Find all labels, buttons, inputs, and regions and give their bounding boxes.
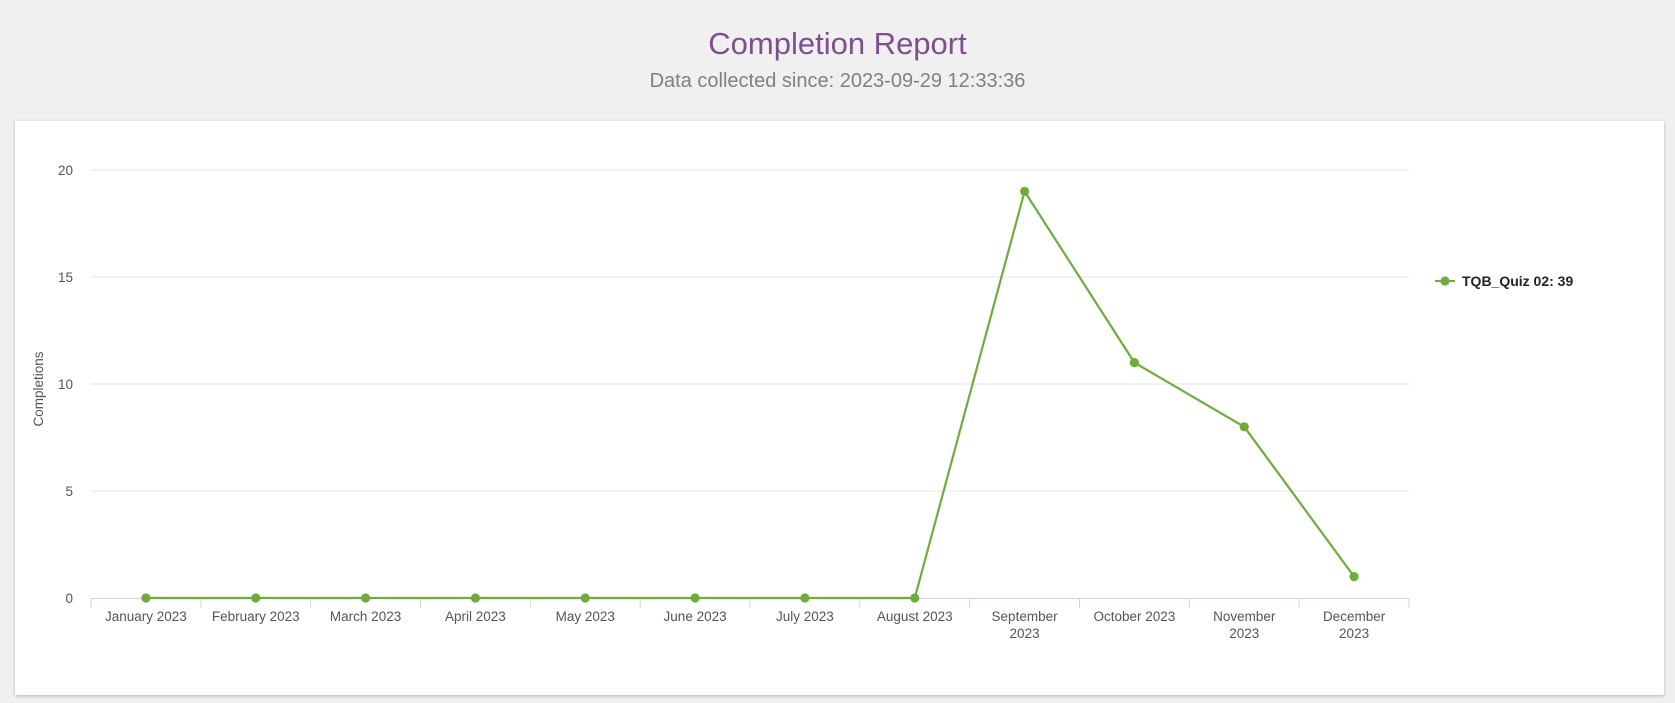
data-point[interactable] bbox=[360, 593, 371, 603]
x-tick-label: June 2023 bbox=[664, 609, 727, 624]
x-tick-label-line: February 2023 bbox=[212, 609, 300, 624]
x-tick-label: October 2023 bbox=[1094, 609, 1176, 624]
x-tick-label-line: January 2023 bbox=[105, 609, 187, 624]
legend[interactable]: TQB_Quiz 02: 39 bbox=[1435, 273, 1573, 289]
y-axis: 0 5 10 15 20 bbox=[58, 163, 73, 606]
completions-line-chart: 0 5 10 15 20 January 2023 February 2023 March … bbox=[31, 163, 1573, 641]
data-point[interactable] bbox=[251, 593, 261, 603]
x-tick-label-line: 2023 bbox=[1339, 626, 1369, 641]
x-tick-label: December 2023 bbox=[1323, 609, 1386, 641]
page-title: Completion Report bbox=[708, 26, 967, 61]
y-axis-title: Completions bbox=[31, 351, 46, 426]
x-tick-label: July 2023 bbox=[776, 609, 834, 624]
data-point[interactable] bbox=[141, 593, 151, 603]
x-tick-label-line: December bbox=[1323, 609, 1386, 624]
series-layer bbox=[141, 186, 1359, 603]
chart-card: 0 5 10 15 20 January 2023 February 2023 March … bbox=[15, 121, 1664, 695]
grid-lines bbox=[91, 169, 1409, 492]
x-tick-label-line: 2023 bbox=[1010, 626, 1040, 641]
y-tick-label: 15 bbox=[58, 270, 73, 285]
x-tick-label-line: July 2023 bbox=[776, 609, 834, 624]
data-point[interactable] bbox=[470, 593, 481, 603]
x-axis: January 2023 February 2023 March 2023 April… bbox=[90, 598, 1410, 641]
y-tick-label: 10 bbox=[58, 377, 73, 392]
x-tick-label: March 2023 bbox=[330, 609, 401, 624]
y-tick-label: 5 bbox=[65, 484, 73, 499]
report-header: Completion Report Data collected since: … bbox=[0, 0, 1675, 120]
data-point[interactable] bbox=[800, 593, 810, 603]
x-tick-label-line: August 2023 bbox=[877, 609, 953, 624]
x-tick-label: November 2023 bbox=[1213, 609, 1276, 641]
series-line bbox=[145, 190, 1355, 600]
legend-marker bbox=[1440, 276, 1450, 286]
x-tick-label-line: 2023 bbox=[1229, 626, 1259, 641]
data-point[interactable] bbox=[910, 593, 920, 603]
y-axis-label: Completions bbox=[31, 351, 46, 426]
data-point[interactable] bbox=[690, 593, 700, 603]
x-tick-label-line: October 2023 bbox=[1094, 609, 1176, 624]
x-tick-label-line: May 2023 bbox=[556, 609, 615, 624]
data-point[interactable] bbox=[580, 593, 590, 603]
legend-label[interactable]: TQB_Quiz 02: 39 bbox=[1462, 273, 1573, 289]
x-tick-label-line: June 2023 bbox=[664, 609, 727, 624]
data-point[interactable] bbox=[1349, 572, 1359, 582]
x-tick-label: January 2023 bbox=[105, 609, 187, 624]
x-tick-label: April 2023 bbox=[445, 609, 506, 624]
data-point[interactable] bbox=[1239, 422, 1249, 432]
x-tick-label: February 2023 bbox=[212, 609, 300, 624]
x-tick-label-line: September bbox=[992, 609, 1059, 624]
y-tick-label: 0 bbox=[65, 591, 73, 606]
data-point[interactable] bbox=[1019, 186, 1030, 196]
x-tick-label: September 2023 bbox=[992, 609, 1059, 641]
data-point[interactable] bbox=[1129, 358, 1140, 368]
x-tick-label: May 2023 bbox=[556, 609, 615, 624]
x-tick-label-line: March 2023 bbox=[330, 609, 401, 624]
x-tick-label: August 2023 bbox=[877, 609, 953, 624]
y-tick-label: 20 bbox=[58, 163, 73, 178]
x-tick-label-line: November bbox=[1213, 609, 1276, 624]
x-tick-label-line: April 2023 bbox=[445, 609, 506, 624]
page-subtitle: Data collected since: 2023-09-29 12:33:3… bbox=[649, 70, 1026, 92]
